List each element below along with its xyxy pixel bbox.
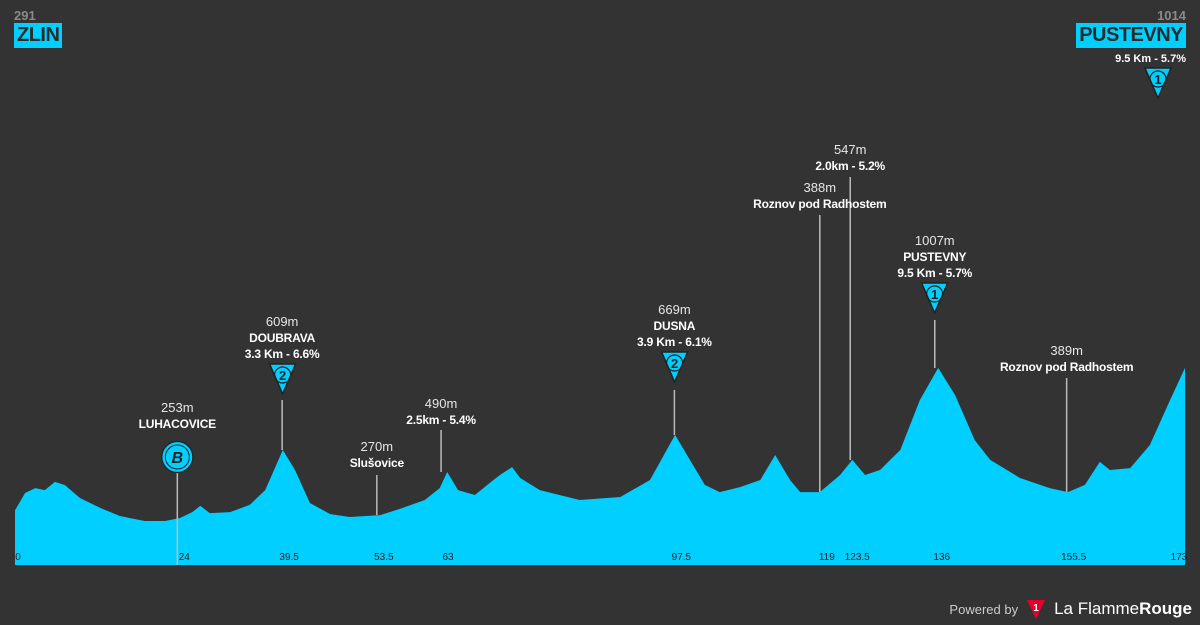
km-tick-label: 24 [178, 552, 190, 563]
brand-name: La FlammeRouge [1054, 599, 1192, 619]
climb-category: 2 [279, 368, 286, 383]
climb-category: 1 [931, 287, 938, 302]
brand-light: La Flamme [1054, 599, 1140, 618]
km-tick-label: 53.5 [374, 552, 394, 563]
annotation-elevation: 547m [833, 142, 867, 157]
annotation-name: Roznov pod Radhostem [999, 360, 1134, 374]
annotation-elevation: 389m [1050, 343, 1083, 358]
annotation-name: Roznov pod Radhostem [753, 197, 887, 211]
annotation-climb-info: 3.9 Km - 6.1% [637, 335, 712, 349]
km-tick-label: 155.5 [1061, 552, 1087, 563]
annotation-elevation: 490m [424, 396, 458, 411]
annotation-elevation: 669m [658, 302, 691, 317]
la-flamme-rouge-logo-icon: 1 [1027, 600, 1046, 619]
annotation: 669m DUSNA 3.9 Km - 6.1% 2 [637, 302, 712, 383]
km-tick-label: 173 [1170, 552, 1188, 563]
annotation-name: PUSTEVNY [903, 250, 967, 264]
annotation: 388m Roznov pod Radhostem [753, 180, 887, 212]
annotation: 389m Roznov pod Radhostem [999, 343, 1134, 375]
annotation-elevation: 1007m [914, 233, 955, 248]
annotation-climb-info: 2.0km - 5.2% [815, 159, 886, 173]
finish-altitude: 1014 [1157, 8, 1186, 23]
km-tick-label: 0 [15, 552, 21, 563]
annotation-name: LUHACOVICE [138, 417, 217, 431]
category-1-climb-icon: 1 [1144, 67, 1172, 99]
start-block: 291 ZLIN [14, 8, 63, 48]
annotation-climb-info: 2.5km - 5.4% [406, 413, 476, 427]
sprint-label: B [172, 450, 184, 467]
annotation-elevation: 609m [265, 314, 299, 329]
km-tick-label: 136 [933, 552, 951, 563]
finish-climb-info: 9.5 Km - 5.7% [1115, 53, 1186, 65]
annotation-elevation: 270m [360, 439, 394, 454]
climb-category-icon: 2 [660, 351, 689, 383]
finish-town: PUSTEVNY [1076, 23, 1186, 48]
bonus-sprint-icon: B [161, 440, 194, 474]
km-tick-label: 123.5 [844, 552, 870, 563]
annotation-name: Slušovice [349, 456, 404, 470]
annotation: 490m 2.5km - 5.4% [406, 396, 476, 428]
km-tick-label: 39.5 [279, 552, 299, 563]
climb-category-icon: 1 [920, 282, 949, 314]
annotation-name: DUSNA [653, 319, 696, 333]
annotation: 1007m PUSTEVNY 9.5 Km - 5.7% 1 [897, 233, 972, 314]
km-tick-label: 119 [818, 552, 835, 563]
finish-block: 1014 PUSTEVNY 9.5 Km - 5.7% 1 [1076, 8, 1186, 99]
start-town: ZLIN [14, 23, 63, 48]
annotation-climb-info: 9.5 Km - 5.7% [897, 266, 973, 280]
climb-category-icon: 2 [268, 363, 297, 395]
annotation: 253m LUHACOVICE B [139, 400, 216, 474]
climb-category: 2 [671, 356, 678, 371]
annotation-elevation: 388m [803, 180, 837, 195]
elevation-area [15, 367, 1185, 565]
start-altitude: 291 [14, 8, 36, 23]
powered-by-label: Powered by [949, 601, 1019, 617]
annotation: 547m 2.0km - 5.2% [815, 142, 885, 174]
annotation-climb-info: 3.3 Km - 6.6% [244, 347, 320, 361]
annotation: 609m DOUBRAVA 3.3 Km - 6.6% 2 [245, 314, 320, 395]
annotation-elevation: 253m [161, 400, 194, 415]
finish-category: 1 [1154, 72, 1161, 87]
annotation-name: DOUBRAVA [249, 331, 316, 345]
brand-bold: Rouge [1139, 599, 1192, 618]
km-tick-label: 97.5 [671, 552, 692, 563]
footer: Powered by 1 La FlammeRouge [949, 598, 1192, 620]
annotation: 270m Slušovice [350, 439, 404, 471]
svg-text:1: 1 [1033, 603, 1039, 614]
km-tick-label: 63 [442, 552, 454, 563]
